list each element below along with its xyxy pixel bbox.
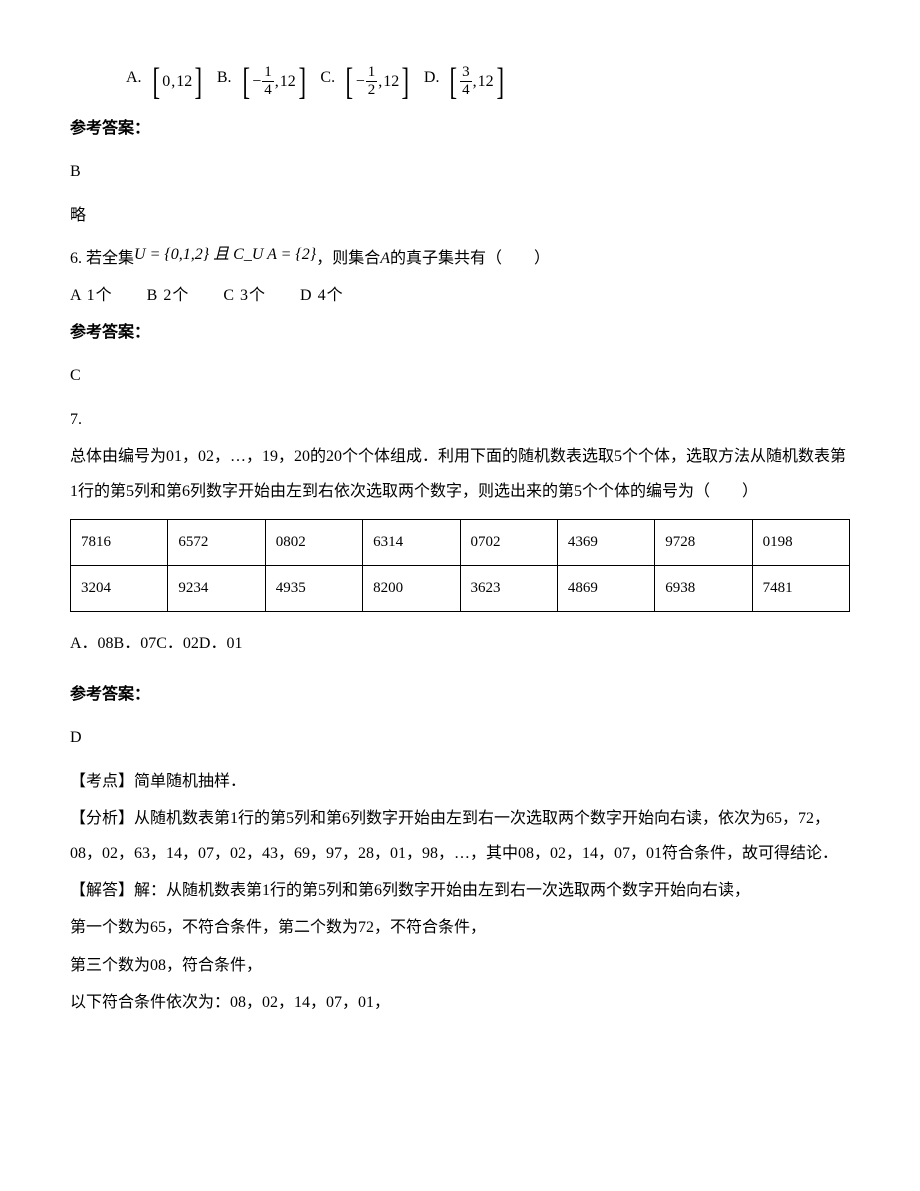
q6-question: 6. 若全集U = {0,1,2} 且 C_U A = {2}，则集合A的真子集… [70,241,850,276]
q7-analysis: 【分析】从随机数表第1行的第5列和第6列数字开始由左到右一次选取两个数字开始向右… [70,801,850,871]
cell: 6938 [655,566,752,612]
q7-answer-label: 参考答案： [70,677,850,712]
q6-a-sym: A [380,250,390,267]
q6-prefix: 6. 若全集 [70,250,134,267]
random-number-table: 7816 6572 0802 6314 0702 4369 9728 0198 … [70,519,850,612]
q6-expr: U = {0,1,2} 且 C_U A = {2} [134,246,316,263]
cell: 7481 [752,566,849,612]
q5-answer: B [70,154,850,189]
q5-options: A. [ 0,12 ] B. [ − 14 ,12 ] C. [ − 12 ,1… [120,60,850,99]
q7-options: A．08B．07C．02D．01 [70,626,850,661]
cell: 7816 [71,520,168,566]
q6-middle: ，则集合 [316,250,380,267]
cell: 4869 [557,566,654,612]
opt-a-label: A. [126,60,142,95]
cell: 0702 [460,520,557,566]
q7-answer: D [70,720,850,755]
q6-options: A 1个 B 2个 C 3个 D 4个 [70,278,850,313]
opt-d-interval: [ 34 ,12 ] [447,64,506,99]
opt-c-interval: [ − 12 ,12 ] [343,64,412,99]
q5-answer-label: 参考答案： [70,111,850,146]
q6-answer-label: 参考答案： [70,315,850,350]
q7-solve4: 以下符合条件依次为：08，02，14，07，01， [70,985,850,1020]
cell: 6314 [363,520,460,566]
q7-num: 7. [70,402,850,437]
cell: 3623 [460,566,557,612]
opt-c-label: C. [320,60,335,95]
opt-b-interval: [ − 14 ,12 ] [240,64,309,99]
table-row: 3204 9234 4935 8200 3623 4869 6938 7481 [71,566,850,612]
q7-solve3: 第三个数为08，符合条件， [70,948,850,983]
cell: 4935 [265,566,362,612]
opt-b-label: B. [217,60,232,95]
cell: 6572 [168,520,265,566]
cell: 0802 [265,520,362,566]
opt-a-interval: [ 0,12 ] [150,64,205,99]
q7-solve2: 第一个数为65，不符合条件，第二个数为72，不符合条件， [70,910,850,945]
q6-suffix: 的真子集共有（ ） [390,250,550,267]
cell: 3204 [71,566,168,612]
q7-kaodian: 【考点】简单随机抽样． [70,764,850,799]
opt-d-label: D. [424,60,440,95]
q6-answer: C [70,358,850,393]
cell: 8200 [363,566,460,612]
cell: 9728 [655,520,752,566]
cell: 4369 [557,520,654,566]
q7-body: 总体由编号为01，02，…，19，20的20个个体组成．利用下面的随机数表选取5… [70,439,850,509]
cell: 9234 [168,566,265,612]
q7-solve1: 【解答】解：从随机数表第1行的第5列和第6列数字开始由左到右一次选取两个数字开始… [70,873,850,908]
table-row: 7816 6572 0802 6314 0702 4369 9728 0198 [71,520,850,566]
q5-brief: 略 [70,198,850,233]
cell: 0198 [752,520,849,566]
